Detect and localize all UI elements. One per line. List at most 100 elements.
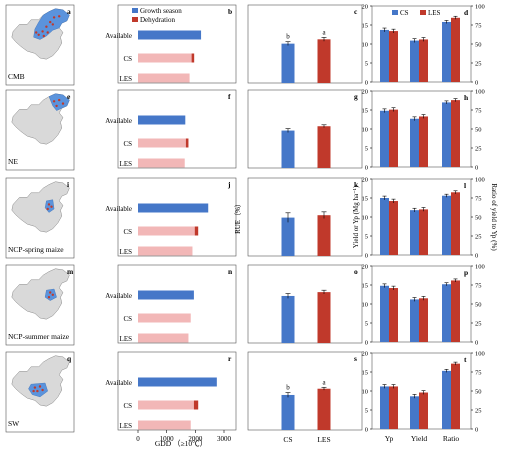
y-right-tick-label: 50 bbox=[475, 42, 482, 49]
gdd-category-label: Available bbox=[105, 205, 132, 213]
panel-letter: n bbox=[228, 267, 233, 276]
yield-bar-cs-yield bbox=[410, 118, 419, 167]
y-right-tick-label: 0 bbox=[475, 80, 478, 87]
gdd-panel-frame bbox=[117, 351, 237, 431]
y-left-tick-label: 0 bbox=[365, 340, 368, 347]
region-name: NCP-summer maize bbox=[8, 332, 70, 341]
region-name: NE bbox=[8, 157, 18, 166]
site-marker bbox=[61, 102, 65, 105]
y-left-tick-label: 0 bbox=[365, 165, 368, 172]
y-left-tick-label: 5 bbox=[365, 234, 368, 241]
legend-label: Growth season bbox=[140, 7, 182, 15]
site-marker bbox=[47, 296, 51, 299]
gdd-category-label: CS bbox=[123, 315, 132, 323]
yield-bar-les-ratio bbox=[451, 280, 460, 342]
bar-dehydration-cs bbox=[194, 226, 199, 236]
y-right-tick-label: 50 bbox=[475, 389, 482, 396]
bar-growth-les bbox=[138, 73, 190, 83]
panel-letter: c bbox=[354, 7, 358, 16]
panel-letter: f bbox=[228, 92, 231, 101]
yield-bar-cs-yp bbox=[380, 285, 389, 342]
rue-bar-cs bbox=[281, 43, 295, 83]
yield-bar-les-yp bbox=[389, 386, 398, 429]
region-name: NCP-spring maize bbox=[8, 245, 64, 254]
legend-swatch-dehydration bbox=[132, 17, 138, 22]
gdd-panel-frame bbox=[117, 4, 237, 84]
y-left-tick-label: 0 bbox=[365, 427, 368, 434]
bar-growth-les bbox=[138, 333, 189, 343]
yield-bar-les-ratio bbox=[451, 192, 460, 255]
site-marker bbox=[58, 98, 61, 102]
rue-bar-les bbox=[317, 292, 331, 343]
china-map-outline bbox=[11, 181, 70, 233]
legend-label: Dehydration bbox=[140, 16, 175, 24]
y-right-tick-label: 75 bbox=[475, 283, 482, 290]
bar-growth-les bbox=[138, 158, 185, 168]
gdd-category-label: LES bbox=[120, 422, 133, 430]
legend-swatch-growth bbox=[132, 8, 138, 13]
gdd-tick-label: 3000 bbox=[217, 435, 232, 443]
y-right-tick-label: 0 bbox=[475, 427, 478, 434]
yield-category-label: Ratio bbox=[443, 434, 459, 443]
site-marker bbox=[33, 386, 37, 389]
y-left-tick-label: 5 bbox=[365, 321, 368, 328]
bar-growth-available bbox=[138, 377, 217, 387]
rue-bar-cs bbox=[281, 394, 295, 430]
gdd-panel-frame bbox=[117, 264, 237, 344]
site-marker bbox=[52, 100, 56, 103]
bar-growth-available bbox=[138, 290, 194, 300]
yield-category-label: Yp bbox=[385, 434, 394, 443]
site-marker bbox=[46, 207, 49, 211]
rue-axis-label: RUE（%） bbox=[234, 200, 242, 234]
site-marker bbox=[41, 388, 44, 392]
bar-growth-cs bbox=[138, 226, 195, 236]
legend-label: LES bbox=[428, 9, 441, 17]
yield-bar-les-yp bbox=[389, 288, 398, 342]
yield-bar-cs-yield bbox=[410, 40, 419, 82]
rue-bar-cs bbox=[281, 295, 295, 343]
site-marker bbox=[47, 203, 51, 206]
site-marker bbox=[55, 104, 58, 108]
yield-bar-les-yp bbox=[389, 109, 398, 167]
y-right-tick-label: 75 bbox=[475, 108, 482, 115]
yield-bar-les-yield bbox=[419, 209, 428, 255]
bar-dehydration-cs bbox=[191, 53, 195, 63]
rue-bar-cs bbox=[281, 130, 295, 168]
panel-letter: j bbox=[227, 180, 231, 189]
bar-growth-les bbox=[138, 246, 193, 256]
yield-bar-cs-yield bbox=[410, 210, 419, 255]
site-marker bbox=[50, 205, 53, 208]
y-right-tick-label: 75 bbox=[475, 370, 482, 377]
panel-letter: g bbox=[354, 92, 358, 101]
significance-letter: a bbox=[322, 378, 326, 386]
rue-panel-frame bbox=[247, 4, 363, 84]
panel-letter: e bbox=[67, 92, 71, 101]
china-map-outline bbox=[11, 355, 70, 407]
y-left-tick-label: 20 bbox=[362, 351, 369, 358]
gdd-category-label: CS bbox=[123, 402, 132, 410]
y-right-tick-label: 100 bbox=[475, 4, 485, 11]
y-left-tick-label: 5 bbox=[365, 61, 368, 68]
site-marker bbox=[45, 25, 48, 28]
y-left-tick-label: 15 bbox=[362, 108, 369, 115]
rue-panel-frame bbox=[247, 264, 363, 344]
panel-letter: p bbox=[464, 268, 468, 277]
y-right-tick-label: 100 bbox=[475, 351, 485, 358]
yield-bar-cs-ratio bbox=[442, 370, 451, 429]
y-right-tick-label: 25 bbox=[475, 321, 482, 328]
panel-letter: l bbox=[464, 181, 466, 190]
rue-bar-les bbox=[317, 388, 331, 430]
bar-dehydration-cs bbox=[185, 138, 189, 148]
rue-panel-frame bbox=[247, 89, 363, 169]
y-left-tick-label: 20 bbox=[362, 4, 369, 11]
panel-letter: b bbox=[228, 7, 232, 16]
rue-bar-les bbox=[317, 39, 331, 83]
rue-category-label: CS bbox=[283, 435, 292, 444]
site-marker bbox=[37, 33, 40, 36]
gdd-category-label: CS bbox=[123, 228, 132, 236]
y-left-tick-label: 20 bbox=[362, 177, 369, 184]
y-right-tick-label: 100 bbox=[475, 89, 485, 96]
y-left-tick-label: 20 bbox=[362, 89, 369, 96]
yield-bar-les-ratio bbox=[451, 17, 460, 83]
gdd-category-label: Available bbox=[105, 32, 132, 40]
